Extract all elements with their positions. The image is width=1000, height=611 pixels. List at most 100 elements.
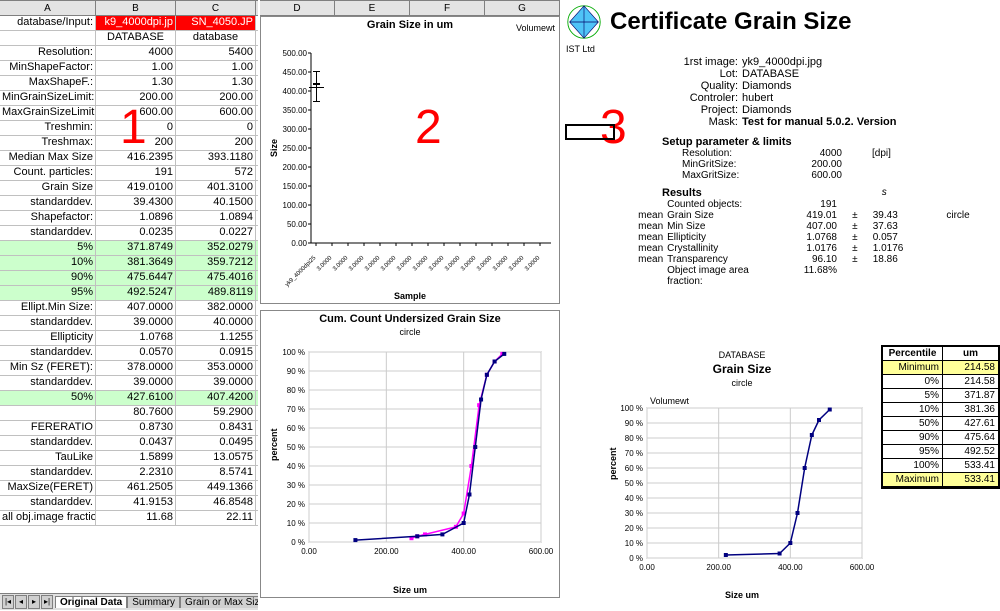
sheet-row[interactable]: TauLike1.589913.0575 <box>0 451 258 466</box>
results-block: Results s Counted objects:191meanGrain S… <box>562 187 1000 287</box>
svg-text:200.00: 200.00 <box>706 563 731 572</box>
tab-prev-icon[interactable]: ◂ <box>15 595 27 609</box>
svg-text:0.00: 0.00 <box>301 547 317 556</box>
svg-text:70 %: 70 % <box>625 449 643 458</box>
svg-text:3.0000: 3.0000 <box>380 255 398 273</box>
chart2-sub: circle <box>261 327 559 337</box>
chart1-sublabel: Volumewt <box>516 23 555 33</box>
sheet-row[interactable]: standarddev.0.05700.0915 <box>0 346 258 361</box>
sheet-row[interactable]: 90%475.6447475.4016 <box>0 271 258 286</box>
info-value: hubert <box>742 92 773 104</box>
col-f[interactable]: F <box>410 1 485 15</box>
sheet-row[interactable]: MaxShapeF.:1.301.30 <box>0 76 258 91</box>
sheet-row[interactable]: Shapefactor:1.08961.0894 <box>0 211 258 226</box>
col-c[interactable]: C <box>176 1 256 15</box>
sheet-row[interactable]: FERERATIO0.87300.8431 <box>0 421 258 436</box>
col-g[interactable]: G <box>485 1 560 15</box>
info-value: DATABASE <box>742 68 799 80</box>
svg-text:40 %: 40 % <box>287 462 305 471</box>
svg-text:3.0000: 3.0000 <box>460 255 478 273</box>
tab-first-icon[interactable]: |◂ <box>2 595 14 609</box>
chart2-xlabel: Size um <box>261 581 559 595</box>
info-label: Mask: <box>662 116 742 128</box>
sheet-row[interactable]: 10%381.3649359.7212 <box>0 256 258 271</box>
spreadsheet-pane: A B C database/Input:k9_4000dpi.jpSN_405… <box>0 0 258 610</box>
svg-text:100 %: 100 % <box>620 404 643 413</box>
cert-company: IST Ltd <box>566 44 1000 54</box>
column-headers: A B C <box>0 0 258 16</box>
cert-header: Certificate Grain Size <box>562 0 1000 44</box>
sheet-row[interactable]: 50%427.6100407.4200 <box>0 391 258 406</box>
chart1-title: Grain Size in um <box>261 17 559 33</box>
svg-text:600.00: 600.00 <box>850 563 875 572</box>
svg-text:600.00: 600.00 <box>529 547 554 556</box>
sheet-row[interactable]: Grain Size419.0100401.3100 <box>0 181 258 196</box>
column-headers-ext: D E F G <box>260 0 560 16</box>
svg-text:70 %: 70 % <box>287 405 305 414</box>
sheet-row[interactable]: Count. particles:191572 <box>0 166 258 181</box>
svg-text:3.0000: 3.0000 <box>444 255 462 273</box>
col-b[interactable]: B <box>96 1 176 15</box>
sheet-tab[interactable]: Summary <box>127 596 180 608</box>
svg-text:40 %: 40 % <box>625 494 643 503</box>
svg-text:3.0000: 3.0000 <box>412 255 430 273</box>
sheet-row[interactable]: MinShapeFactor:1.001.00 <box>0 61 258 76</box>
cert-title: Certificate Grain Size <box>610 8 851 36</box>
sheet-row[interactable]: database/Input:k9_4000dpi.jpSN_4050.JP <box>0 16 258 31</box>
sheet-row[interactable]: Resolution:40005400 <box>0 46 258 61</box>
sheet-row[interactable]: standarddev.39.000040.0000 <box>0 316 258 331</box>
info-value: Diamonds <box>742 80 792 92</box>
tab-next-icon[interactable]: ▸ <box>28 595 40 609</box>
sheet-tab[interactable]: Original Data <box>55 596 127 608</box>
sheet-row[interactable]: standarddev.0.04370.0495 <box>0 436 258 451</box>
svg-text:80 %: 80 % <box>625 434 643 443</box>
svg-text:250.00: 250.00 <box>283 144 308 153</box>
chart2-title: Cum. Count Undersized Grain Size <box>261 311 559 327</box>
sheet-row[interactable]: standarddev.0.02350.0227 <box>0 226 258 241</box>
sheet-row[interactable]: Ellipt.Min Size:407.0000382.0000 <box>0 301 258 316</box>
sheet-row[interactable]: standarddev.41.915346.8548 <box>0 496 258 511</box>
svg-text:3.0000: 3.0000 <box>492 255 510 273</box>
sheet-row[interactable]: standarddev.39.430040.1500 <box>0 196 258 211</box>
svg-text:10 %: 10 % <box>287 519 305 528</box>
sheet-row[interactable]: 5%371.8749352.0279 <box>0 241 258 256</box>
svg-text:3.0000: 3.0000 <box>396 255 414 273</box>
svg-text:400.00: 400.00 <box>283 87 308 96</box>
svg-text:yk9_4000dpi25: yk9_4000dpi25 <box>284 255 317 288</box>
col-d[interactable]: D <box>260 1 335 15</box>
sheet-row[interactable]: all obj.image fractio11.6822.11 <box>0 511 258 526</box>
info-value: Test for manual 5.0.2. Version <box>742 116 896 128</box>
sheet-row[interactable]: 95%492.5247489.8119 <box>0 286 258 301</box>
svg-text:50 %: 50 % <box>625 479 643 488</box>
chart1-svg: 0.0050.00100.00150.00200.00250.00300.003… <box>261 33 561 293</box>
col-e[interactable]: E <box>335 1 410 15</box>
svg-text:400.00: 400.00 <box>778 563 803 572</box>
sheet-row[interactable]: 80.760059.2900 <box>0 406 258 421</box>
svg-text:0.00: 0.00 <box>639 563 655 572</box>
svg-text:0 %: 0 % <box>629 554 643 563</box>
svg-text:100.00: 100.00 <box>283 201 308 210</box>
marker-2: 2 <box>415 100 442 155</box>
chart2-ylabel: percent <box>269 428 279 461</box>
sheet-row[interactable]: Min Sz (FERET):378.0000353.0000 <box>0 361 258 376</box>
col-a[interactable]: A <box>0 1 96 15</box>
sheet-row[interactable]: Ellipticity1.07681.1255 <box>0 331 258 346</box>
marker-1: 1 <box>120 100 147 155</box>
sheet-row[interactable]: standarddev.2.23108.5741 <box>0 466 258 481</box>
svg-text:50 %: 50 % <box>287 443 305 452</box>
chart3-title: Grain Size <box>602 360 882 378</box>
tab-last-icon[interactable]: ▸| <box>41 595 53 609</box>
percentile-table: PercentileumMinimum214.580%214.585%371.8… <box>881 345 1000 489</box>
sheet-row[interactable]: DATABASEdatabase <box>0 31 258 46</box>
svg-text:450.00: 450.00 <box>283 68 308 77</box>
sheet-row[interactable]: MaxSize(FERET)461.2505449.1366 <box>0 481 258 496</box>
chart3-sub: circle <box>602 378 882 388</box>
sheet-tab[interactable]: Grain or Max Size wt <box>180 596 258 608</box>
svg-text:10 %: 10 % <box>625 539 643 548</box>
svg-text:0.00: 0.00 <box>291 239 307 248</box>
info-label: Quality: <box>662 80 742 92</box>
sheet-body: database/Input:k9_4000dpi.jpSN_4050.JPDA… <box>0 16 258 526</box>
sheet-row[interactable]: standarddev.39.000039.0000 <box>0 376 258 391</box>
svg-text:3.0000: 3.0000 <box>524 255 542 273</box>
selection-rect <box>565 124 615 140</box>
